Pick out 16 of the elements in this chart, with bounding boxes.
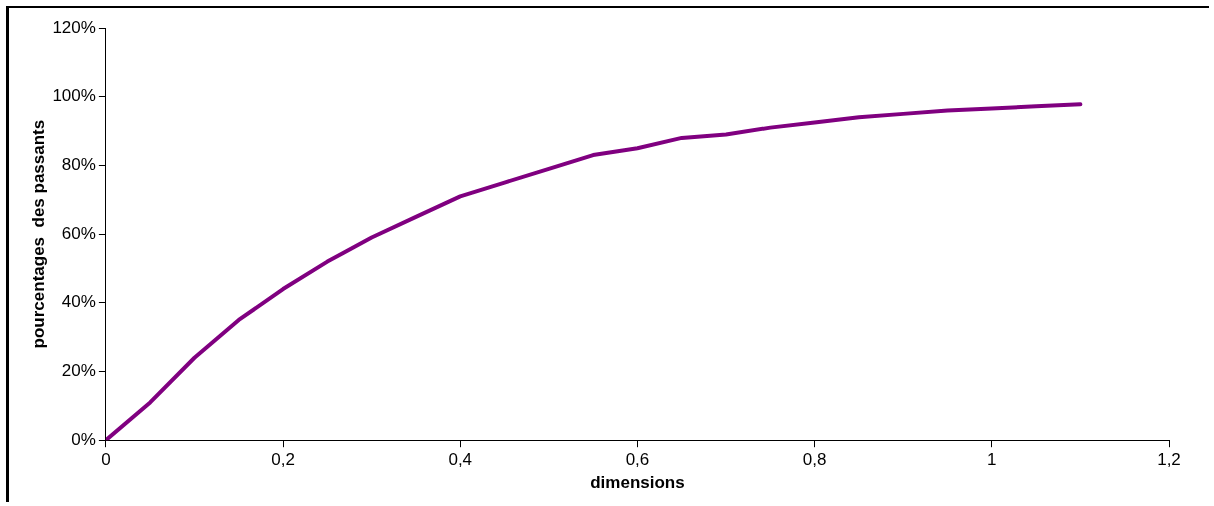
y-tick-label: 20% xyxy=(61,361,96,381)
y-tick-label: 40% xyxy=(61,292,96,312)
y-tick-label: 60% xyxy=(61,223,96,243)
x-tick-label: 0,4 xyxy=(448,450,473,470)
y-tick-label: 100% xyxy=(52,86,96,106)
x-tick-label: 0,8 xyxy=(802,450,827,470)
x-tick-label: 1,2 xyxy=(1157,450,1181,470)
y-tick-label: 0% xyxy=(71,429,96,449)
y-tick-label: 120% xyxy=(52,17,96,37)
x-tick-label: 0,6 xyxy=(625,450,650,470)
x-tick-label: 1 xyxy=(987,450,997,470)
x-tick-label: 0,2 xyxy=(271,450,295,470)
x-tick-label: 0 xyxy=(101,450,111,470)
x-axis-title: dimensions xyxy=(590,473,685,493)
y-tick-label: 80% xyxy=(61,155,96,175)
y-axis-title: pourcentages des passants xyxy=(28,119,48,349)
